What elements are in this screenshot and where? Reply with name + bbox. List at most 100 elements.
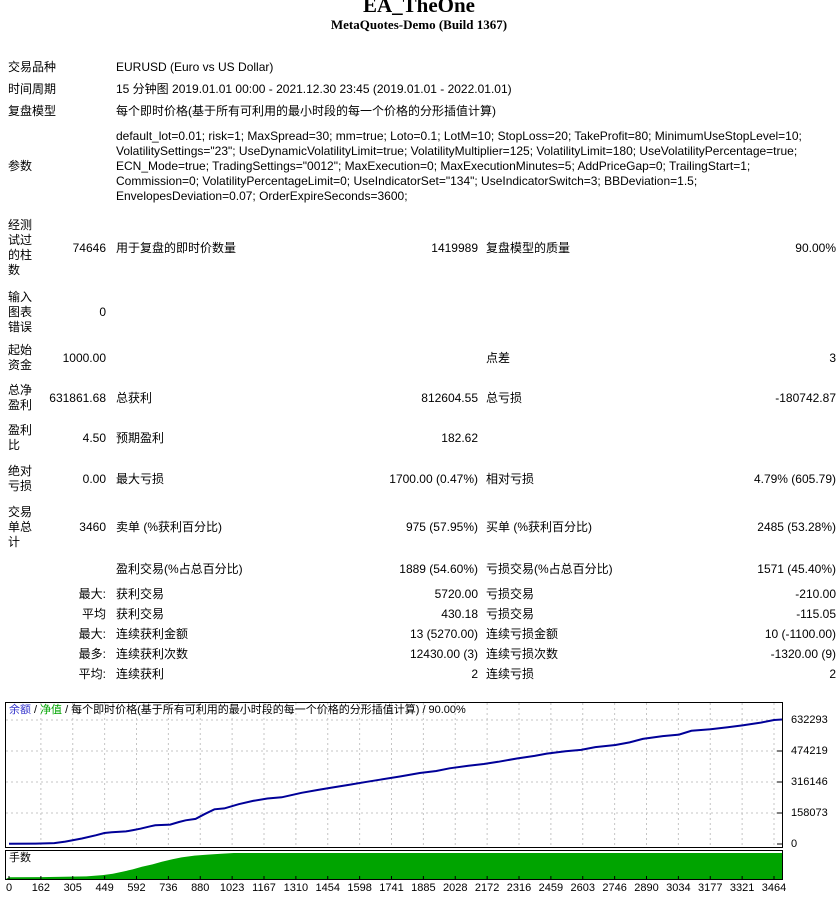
balance-chart-panel: 余额 / 净值 / 每个即时价格(基于所有可利用的最小时段的每一个价格的分形插值计算) /… (5, 702, 783, 848)
x-axis-tick-label: 1741 (379, 882, 404, 894)
report-value-1: 0 (99, 304, 106, 319)
report-value-3: -1320.00 (9) (770, 646, 836, 661)
x-axis-tick-label: 2316 (506, 882, 532, 894)
report-row: 交易单总计 3460 卖单 (%获利百分比) 975 (57.95%) 买单 (%获利百… (8, 500, 836, 554)
page-subtitle: MetaQuotes-Demo (Build 1367) (330, 17, 508, 32)
report-row: 时间周期 15 分钟图 2019.01.01 00:00 - 2021.12.30… (8, 78, 836, 100)
report-value-1: 最多: (78, 646, 106, 661)
y-axis-tick-label: 158073 (791, 807, 828, 819)
report-row-value: 15 分钟图 2019.01.01 00:00 - 2021.12.30 23:… (116, 81, 512, 96)
y-axis-tick-label: 474219 (791, 745, 828, 757)
legend-quality-value: 90.00% (428, 704, 466, 716)
report-label-3: 复盘模型的质量 (486, 240, 571, 255)
report-label-2: 获利交易 (116, 586, 165, 601)
x-axis-tick-label: 1167 (252, 882, 276, 894)
report-label-2: 连续获利次数 (116, 646, 189, 661)
report-row: 盈利比 4.50 预期盈利 182.62 (8, 418, 836, 458)
report-value-2: 975 (57.95%) (405, 519, 478, 534)
report-label-2: 总获利 (116, 390, 153, 405)
report-row: 最大: 获利交易 5720.00 亏损交易 -210.00 (8, 584, 836, 604)
report-value-1: 最大: (78, 626, 106, 641)
report-label-1: 交易单总计 (8, 504, 33, 549)
x-axis-tick-label: 2603 (570, 882, 595, 894)
report-row: 盈利交易(%占总百分比) 1889 (54.60%) 亏损交易(%占总百分比) 157… (8, 554, 836, 584)
report-label-1: 经测试过的柱数 (8, 218, 33, 277)
report-value-3: 90.00% (795, 240, 836, 255)
x-axis-tick-label: 1885 (411, 882, 436, 894)
x-axis-tick-label: 880 (191, 882, 210, 894)
report-value-3: -210.00 (795, 586, 836, 601)
report-row-value: 每个即时价格(基于所有可利用的最小时段的每一个价格的分形插值计算) (116, 103, 496, 118)
report-value-2: 2 (471, 666, 478, 681)
report-label-2: 最大亏损 (116, 471, 165, 486)
report-label-2: 获利交易 (116, 606, 165, 621)
y-axis-tick-label: 0 (791, 838, 798, 850)
report-value-3: 3 (829, 350, 836, 365)
report-value-1: 0.00 (82, 471, 106, 486)
x-axis-tick-label: 2172 (474, 882, 500, 894)
report-label-2: 卖单 (%获利百分比) (116, 519, 222, 534)
report-value-1: 631861.68 (49, 390, 106, 405)
legend-equity-label: 净值 (40, 704, 63, 716)
x-axis-tick-label: 2459 (538, 882, 564, 894)
x-axis-tick-label: 592 (127, 882, 146, 894)
report-row-value: default_lot=0.01; risk=1; MaxSpread=30; … (116, 128, 802, 203)
report-label-3: 相对亏损 (486, 471, 535, 486)
report-label-3: 连续亏损次数 (486, 646, 559, 661)
report-label-2: 盈利交易(%占总百分比) (116, 561, 243, 576)
x-axis-tick-label: 3464 (761, 882, 787, 894)
report-label-3: 连续亏损金额 (486, 626, 559, 641)
report-row: 经测试过的柱数 74646 用于复盘的即时价数量 1419989 复盘模型的质量 90.0… (8, 210, 836, 286)
report-row: 复盘模型 每个即时价格(基于所有可利用的最小时段的每一个价格的分形插值计算) (8, 100, 836, 122)
report-value-3: 10 (-1100.00) (764, 626, 836, 641)
report-label-1: 盈利比 (8, 423, 33, 452)
report-row: 平均 获利交易 430.18 亏损交易 -115.05 (8, 604, 836, 624)
balance-line (8, 718, 782, 845)
report-row: 总净盈利 631861.68 总获利 812604.55 总亏损 -180742.87 (8, 378, 836, 418)
report-header: EA_TheOne MetaQuotes-Demo (Build 1367) (0, 0, 838, 32)
x-axis-tick-label: 2028 (443, 882, 468, 894)
report-row-label: 交易品种 (8, 59, 57, 74)
balance-chart-area: 余额 / 净值 / 每个即时价格(基于所有可利用的最小时段的每一个价格的分形插值计算) /… (5, 702, 838, 898)
report-label-1: 输入图表错误 (8, 289, 33, 334)
balance-chart-svg (6, 703, 782, 847)
report-row-value: EURUSD (Euro vs US Dollar) (116, 59, 274, 74)
report-label-1: 起始资金 (8, 343, 33, 372)
report-value-3: 2485 (53.28%) (757, 519, 836, 534)
report-row: 最大: 连续获利金额 13 (5270.00) 连续亏损金额 10 (-1100.00) (8, 624, 836, 644)
report-table: 交易品种 EURUSD (Euro vs US Dollar) 时间周期 15 分钟图… (8, 56, 836, 684)
report-value-2: 182.62 (441, 430, 478, 445)
report-value-1: 4.50 (82, 430, 106, 445)
x-axis-tick-label: 1023 (219, 882, 245, 894)
x-axis-tick-label: 1598 (347, 882, 372, 894)
x-axis-tick-label: 162 (31, 882, 51, 894)
report-label-3: 买单 (%获利百分比) (486, 519, 592, 534)
report-label-1: 总净盈利 (8, 383, 33, 412)
report-value-1: 平均 (81, 606, 106, 621)
report-label-3: 总亏损 (486, 390, 523, 405)
report-label-3: 亏损交易 (486, 606, 535, 621)
report-value-1: 3460 (79, 519, 106, 534)
report-value-2: 5720.00 (434, 586, 478, 601)
page-title: EA_TheOne (362, 0, 475, 17)
x-axis-labels: 0 162 305 449 592 736 880 1023 1167 1310 1454 1598 1… (5, 882, 805, 896)
report-value-3: 1571 (45.40%) (757, 561, 836, 576)
report-row-label: 参数 (8, 158, 33, 173)
x-axis-tick-label: 3321 (729, 882, 755, 894)
report-value-3: 2 (829, 666, 836, 681)
report-value-2: 1419989 (431, 240, 478, 255)
y-axis-labels: 0 158073 316146 474219 632293 (791, 702, 838, 852)
report-value-2: 1700.00 (0.47%) (389, 471, 478, 486)
x-axis-tick-label: 1454 (315, 882, 340, 894)
report-row: 绝对亏损 0.00 最大亏损 1700.00 (0.47%) 相对亏损 4.79% (60… (8, 458, 836, 500)
report-value-2: 812604.55 (421, 390, 478, 405)
report-row: 最多: 连续获利次数 12430.00 (3) 连续亏损次数 -1320.00 (9) (8, 644, 836, 664)
report-value-2: 1889 (54.60%) (399, 561, 478, 576)
x-axis-tick-label: 3177 (698, 882, 723, 894)
lots-histogram-panel: 手数 (5, 850, 783, 880)
lots-histogram-svg (6, 853, 782, 879)
report-row: 输入图表错误 0 (8, 286, 836, 338)
chart-legend: 余额 / 净值 / 每个即时价格(基于所有可利用的最小时段的每一个价格的分形插值计算) /… (9, 704, 466, 717)
report-value-3: -115.05 (796, 606, 836, 621)
